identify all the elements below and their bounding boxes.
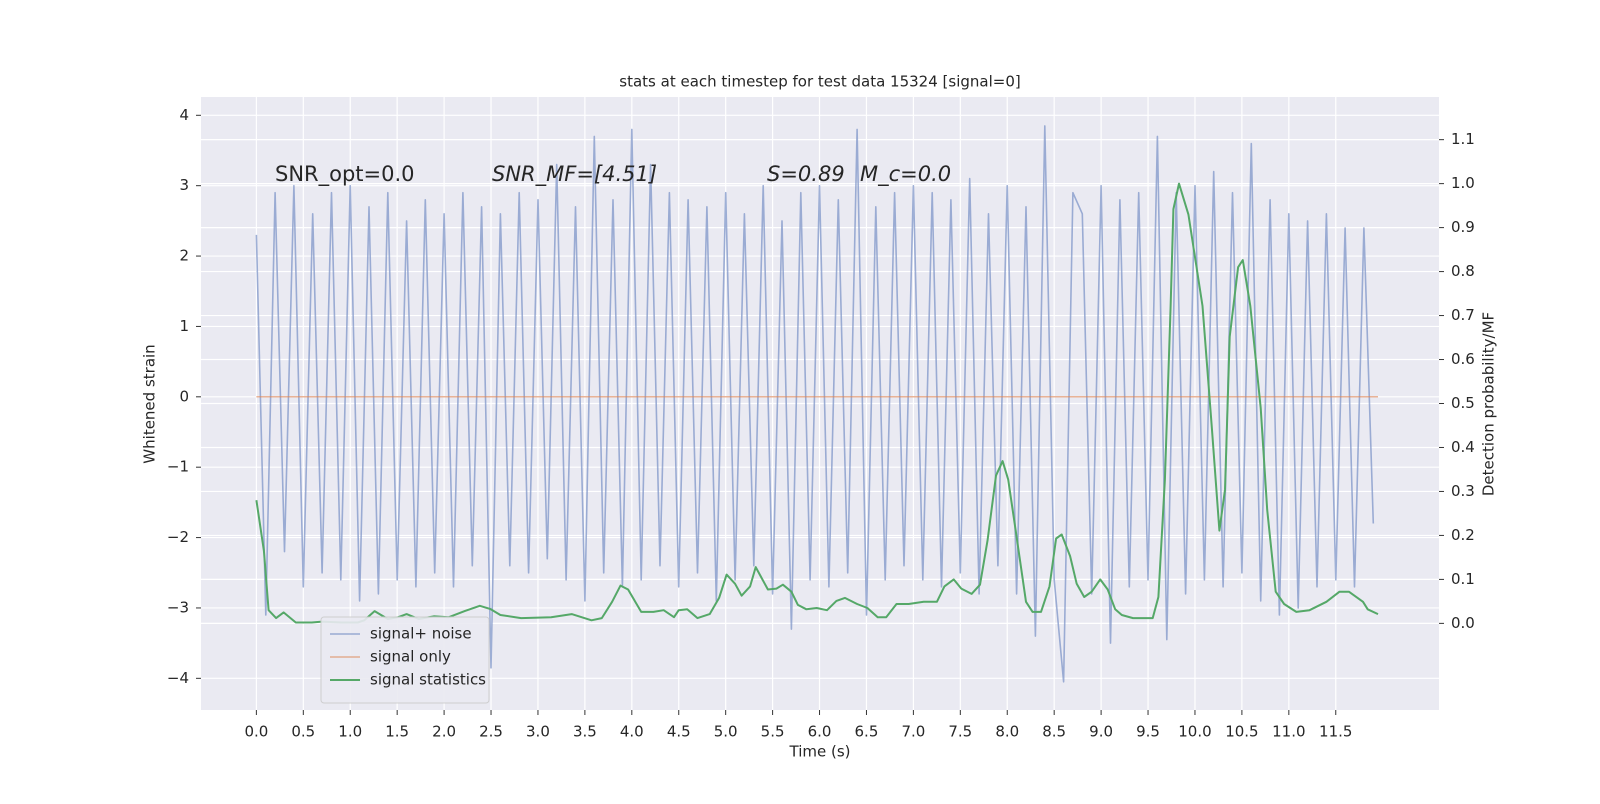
y2-tick-label: 0.2 <box>1451 526 1475 544</box>
legend-box <box>320 616 490 704</box>
y-tick-label: −2 <box>167 528 189 546</box>
x-tick-label: 7.0 <box>901 723 925 741</box>
x-tick-label: 10.5 <box>1225 723 1258 741</box>
legend-label: signal only <box>370 648 451 666</box>
x-tick-label: 8.0 <box>995 723 1019 741</box>
x-tick-label: 5.5 <box>761 723 785 741</box>
y2-tick-label: 0.8 <box>1451 262 1475 280</box>
y2-tick-label: 0.0 <box>1451 614 1475 632</box>
y2-tick-label: 1.1 <box>1451 130 1475 148</box>
x-tick-label: 9.5 <box>1136 723 1160 741</box>
annotation: SNR_MF=[4.51] <box>492 162 657 187</box>
series-line <box>255 125 1375 683</box>
y2-axis-label: Detection probability/MF <box>1480 312 1498 496</box>
x-tick-label: 9.0 <box>1089 723 1113 741</box>
annotation: M_c=0.0 <box>860 162 951 187</box>
y-tick-label: −1 <box>167 458 189 476</box>
y2-tick-label: 0.5 <box>1451 394 1475 412</box>
y-tick-label: 1 <box>179 317 189 335</box>
y-tick-label: 2 <box>179 247 189 265</box>
y-tick-label: 4 <box>179 106 189 124</box>
x-tick-label: 5.0 <box>714 723 738 741</box>
series-line <box>255 182 1379 624</box>
y2-tick-label: 0.9 <box>1451 218 1475 236</box>
x-tick-label: 1.0 <box>338 723 362 741</box>
chart-title: stats at each timestep for test data 153… <box>619 73 1020 91</box>
x-tick-label: 1.5 <box>385 723 409 741</box>
x-tick-label: 8.5 <box>1042 723 1066 741</box>
x-tick-label: 11.0 <box>1272 723 1305 741</box>
x-tick-label: 10.0 <box>1178 723 1211 741</box>
y2-tick-label: 0.4 <box>1451 438 1475 456</box>
legend: signal+ noise signal only signal statistic… <box>320 616 490 704</box>
y2-tick-label: 0.6 <box>1451 350 1475 368</box>
annotation: S=0.89 <box>767 162 845 186</box>
y-tick-label: 3 <box>179 176 189 194</box>
x-tick-label: 2.0 <box>432 723 456 741</box>
x-tick-label: 6.5 <box>855 723 879 741</box>
x-tick-label: 4.5 <box>667 723 691 741</box>
legend-label: signal statistics <box>370 671 486 689</box>
y-tick-label: −3 <box>167 598 189 616</box>
y-tick-label: 0 <box>179 387 189 405</box>
x-tick-label: 7.5 <box>948 723 972 741</box>
y-tick-label: −4 <box>167 669 189 687</box>
y-axis-label: Whitened strain <box>141 344 159 463</box>
x-axis-label: Time (s) <box>789 743 851 761</box>
y2-tick-label: 0.3 <box>1451 482 1475 500</box>
x-tick-label: 11.5 <box>1319 723 1352 741</box>
annotation: SNR_opt=0.0 <box>275 162 415 187</box>
x-tick-label: 3.0 <box>526 723 550 741</box>
legend-label: signal+ noise <box>370 625 472 643</box>
x-tick-label: 2.5 <box>479 723 503 741</box>
x-tick-label: 0.0 <box>244 723 268 741</box>
y2-tick-label: 0.1 <box>1451 570 1475 588</box>
y2-tick-label: 1.0 <box>1451 174 1475 192</box>
x-tick-label: 6.0 <box>808 723 832 741</box>
y2-tick-label: 0.7 <box>1451 306 1475 324</box>
x-tick-label: 0.5 <box>291 723 315 741</box>
x-tick-label: 3.5 <box>573 723 597 741</box>
x-tick-label: 4.0 <box>620 723 644 741</box>
